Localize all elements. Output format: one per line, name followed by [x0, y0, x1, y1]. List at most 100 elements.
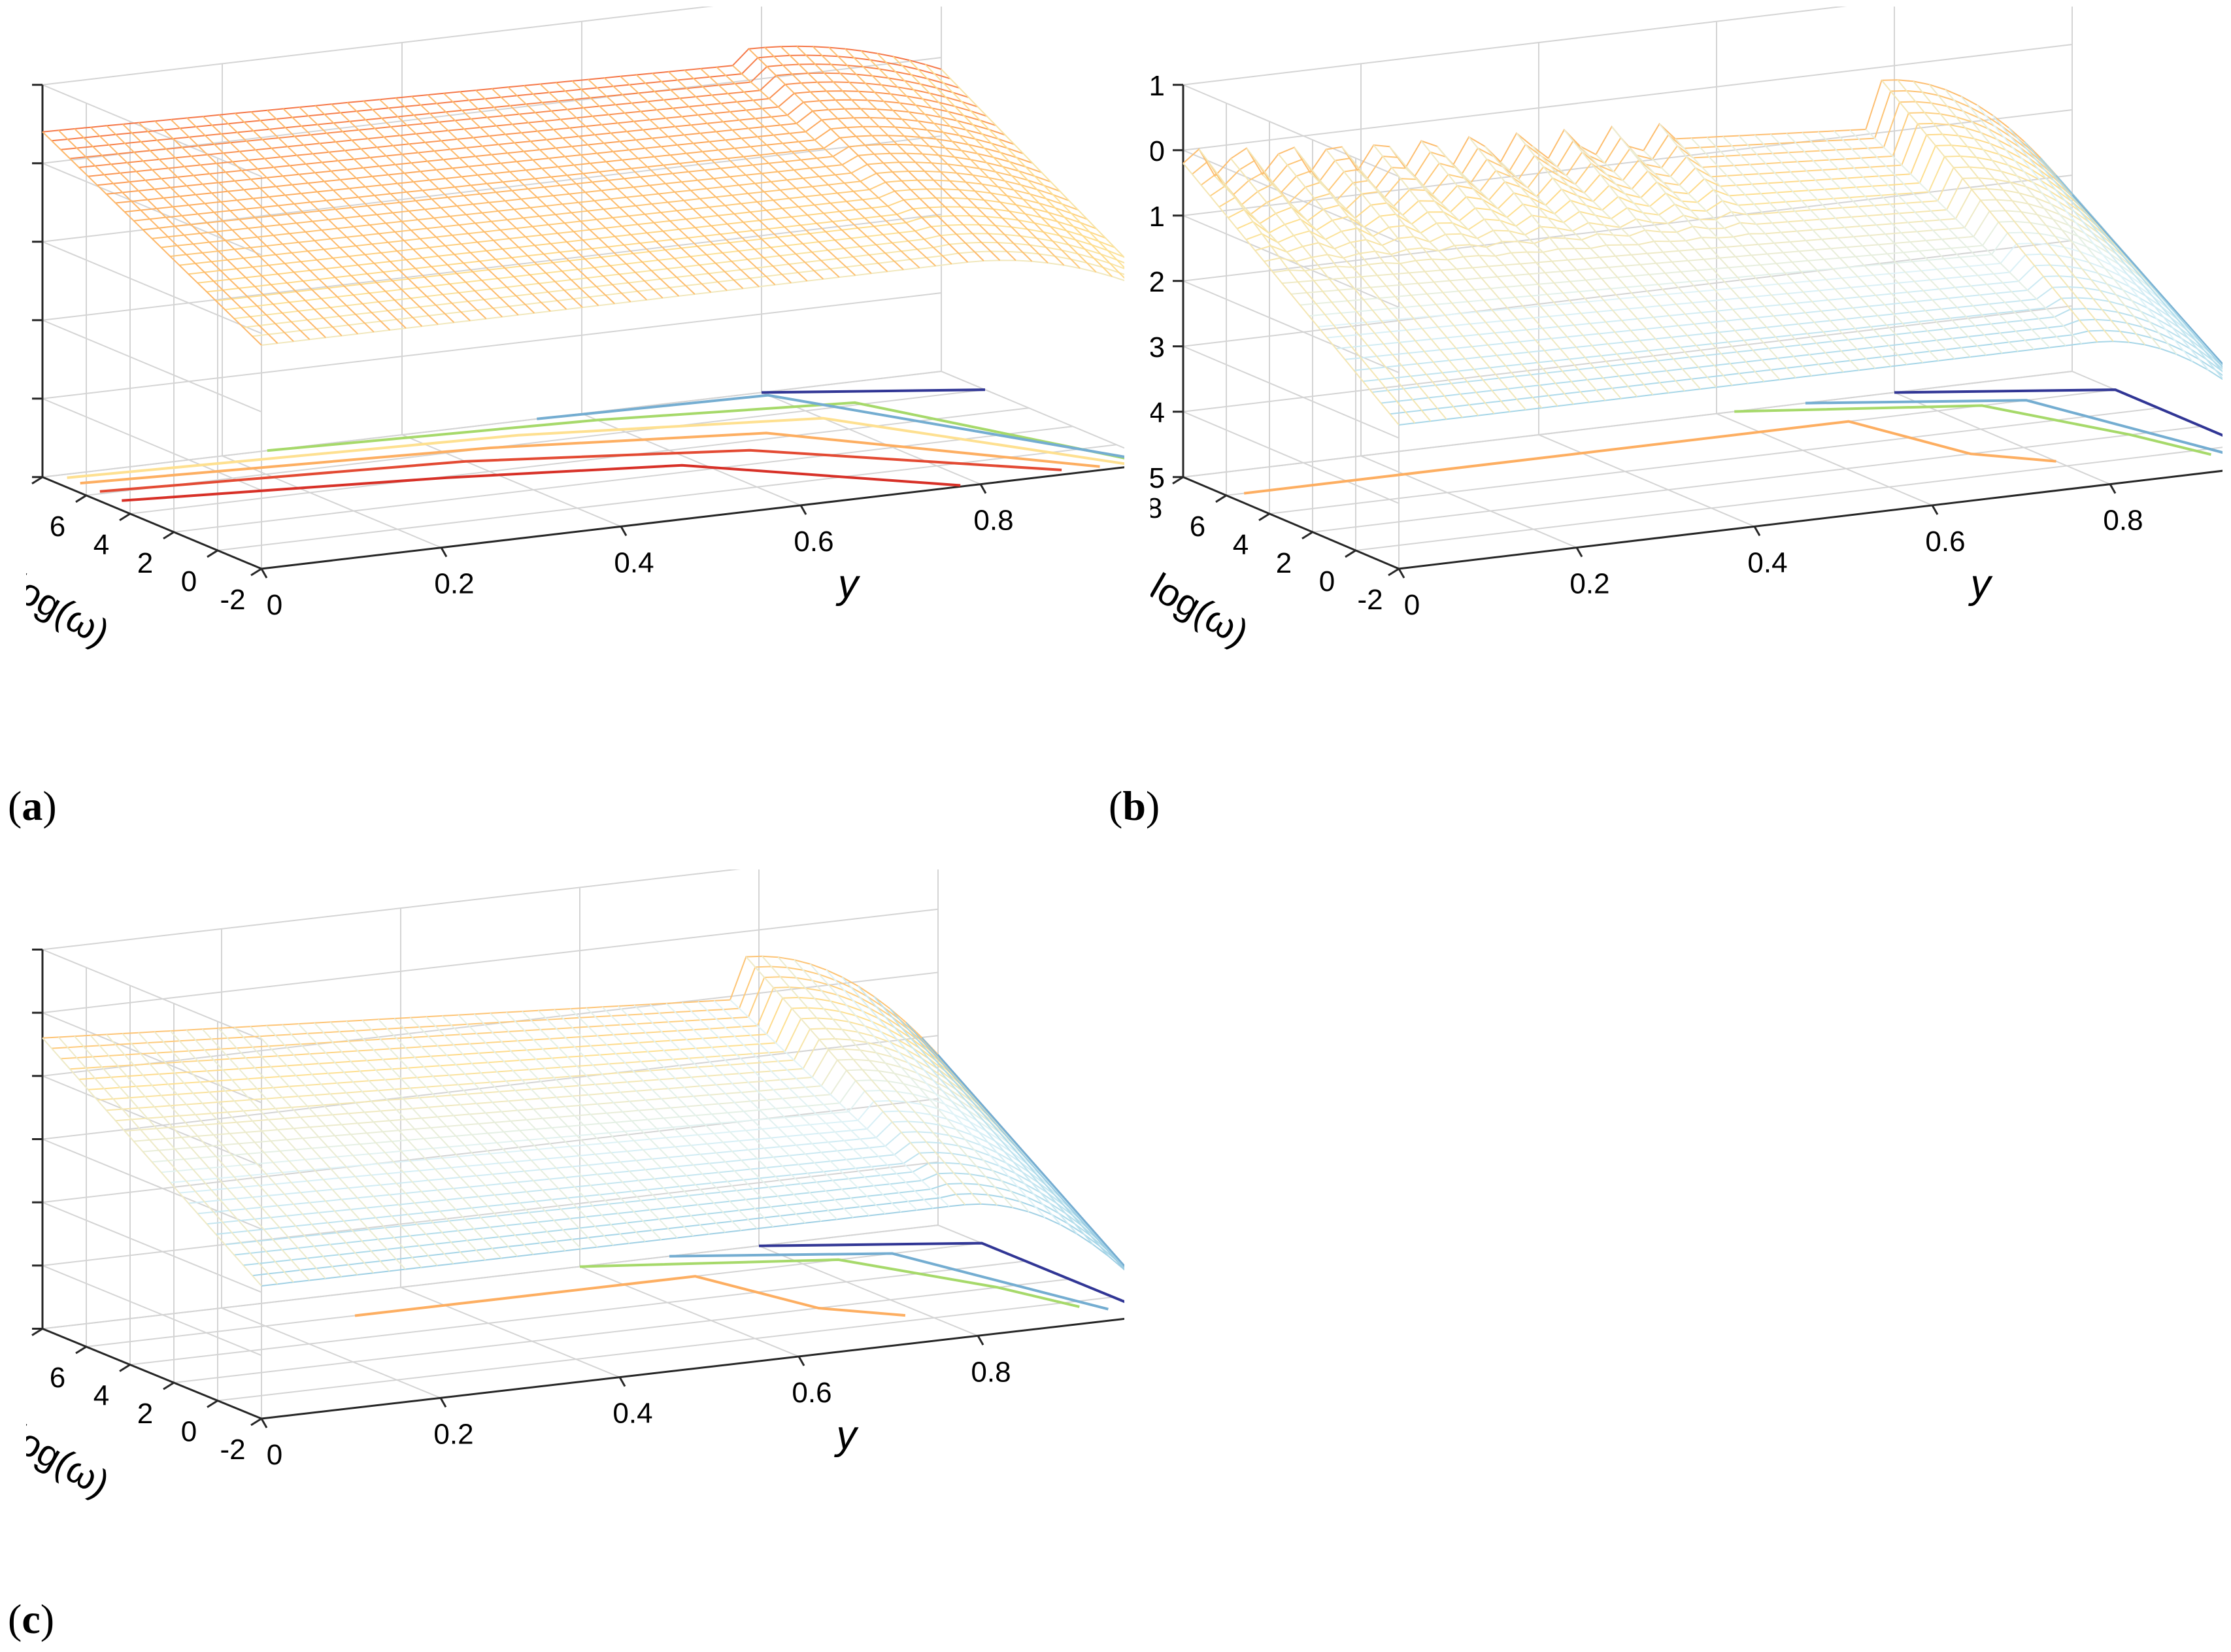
- x-tick-label: 0: [267, 1439, 282, 1471]
- y-tick: [119, 513, 131, 522]
- y-tick: [119, 1364, 131, 1372]
- surface-line: [1897, 79, 2114, 342]
- x-tick: [1753, 526, 1761, 537]
- x-axis-line: [261, 1317, 1124, 1420]
- grid-line: [1355, 447, 2223, 551]
- y-tick: [1172, 476, 1184, 485]
- grid-line: [129, 1260, 1026, 1366]
- surface-line: [106, 125, 326, 339]
- grid-line: [42, 971, 939, 1077]
- surface-line: [889, 1008, 1110, 1257]
- surface-line: [796, 46, 1016, 261]
- grid-line: [42, 292, 942, 399]
- x-tick-label: 0.6: [794, 526, 833, 558]
- z-tick-label: -3: [1150, 331, 1165, 363]
- grid-line: [1183, 345, 1400, 439]
- contour-line: [579, 1258, 1080, 1308]
- surface-line: [331, 103, 551, 312]
- x-tick-label: 0.6: [1925, 526, 1965, 558]
- grid-line: [1183, 7, 1847, 86]
- grid-line: [42, 214, 942, 321]
- grid-line: [1312, 426, 2202, 533]
- contour-line: [80, 431, 1100, 485]
- grid-line: [1183, 44, 2073, 151]
- surface-line: [1627, 145, 1844, 373]
- y-axis-label: log(ω): [26, 565, 116, 655]
- surface-line: [700, 68, 920, 269]
- surface-line: [186, 117, 407, 329]
- x-tick-label: 0.4: [612, 1398, 652, 1430]
- grid-line: [129, 407, 1030, 514]
- surface-line: [601, 1006, 822, 1222]
- surface-line: [122, 124, 343, 337]
- grid-line: [42, 949, 262, 1040]
- grid-line: [42, 319, 262, 413]
- surface-line: [475, 90, 696, 295]
- y-tick: [250, 1417, 262, 1426]
- grid-line: [217, 1296, 1114, 1402]
- figure-label-b: (b): [1109, 783, 1160, 829]
- y-tick-label: 4: [1233, 529, 1249, 561]
- surface-line: [635, 74, 856, 276]
- surface-line: [794, 959, 1014, 1209]
- surface-line: [1516, 133, 1733, 386]
- y-tick-label: -2: [220, 584, 245, 616]
- y-tick-label: 6: [50, 511, 65, 543]
- x-tick: [1575, 547, 1583, 558]
- surface-line: [299, 107, 519, 316]
- surface-plot-b: 00.20.40.60.81-20246810-1-2-3-4-5log(mod…: [1150, 7, 2223, 654]
- surface-line: [1373, 144, 1590, 403]
- x-tick-label: 0.2: [1569, 568, 1609, 600]
- x-tick: [440, 547, 448, 558]
- surface-line: [1754, 134, 1971, 358]
- grid-line: [42, 241, 262, 334]
- surface-line: [267, 109, 487, 320]
- contour-line: [669, 1252, 1109, 1311]
- y-tick-label: 4: [93, 1380, 109, 1412]
- surface-line: [1595, 154, 1813, 377]
- surface-line: [443, 93, 663, 299]
- grid-line: [42, 1161, 939, 1266]
- z-tick-label: -5: [1150, 462, 1165, 494]
- x-tick-label: 0.2: [434, 568, 474, 600]
- x-tick: [439, 1397, 447, 1408]
- surface-line: [618, 1005, 838, 1220]
- grid-line: [401, 434, 622, 528]
- surface-line: [537, 1010, 758, 1230]
- grid-line: [581, 413, 801, 506]
- contour-line: [758, 1241, 1124, 1304]
- surface-line: [1675, 138, 1892, 367]
- grid-line: [173, 1278, 1070, 1383]
- y-tick-label: 0: [1319, 565, 1335, 598]
- grid-line: [579, 1266, 799, 1357]
- contour-lines: [354, 1241, 1124, 1317]
- y-tick: [1215, 494, 1227, 503]
- y-tick: [250, 567, 262, 577]
- surface-line: [170, 119, 391, 331]
- surface-line: [491, 88, 712, 293]
- grid-line: [217, 444, 1117, 551]
- surface-line: [1468, 136, 1685, 392]
- x-tick: [799, 505, 807, 515]
- surface-line: [261, 260, 1124, 346]
- surface-line: [892, 56, 1113, 277]
- grid-line: [941, 371, 1124, 449]
- surface-line: [490, 1013, 710, 1235]
- y-axis-line: [1183, 476, 1400, 570]
- surface-line: [1833, 130, 2051, 348]
- panel-b: 00.20.40.60.81-20246810-1-2-3-4-5log(mod…: [1150, 7, 2223, 778]
- surface-line: [1547, 158, 1765, 382]
- surface-line: [1183, 163, 1400, 426]
- y-tick: [1388, 567, 1400, 577]
- surface-line: [58, 1036, 278, 1285]
- x-tick-label: 0.6: [792, 1377, 831, 1409]
- surface-line: [426, 1016, 646, 1242]
- y-tick-label: 0: [181, 1416, 197, 1448]
- y-tick: [75, 494, 87, 503]
- surface-line: [777, 956, 998, 1206]
- surface-line: [459, 91, 680, 297]
- surface-line: [554, 1009, 774, 1228]
- surface-line: [1658, 123, 1876, 369]
- surface-line: [411, 95, 631, 303]
- x-tick: [1398, 568, 1405, 579]
